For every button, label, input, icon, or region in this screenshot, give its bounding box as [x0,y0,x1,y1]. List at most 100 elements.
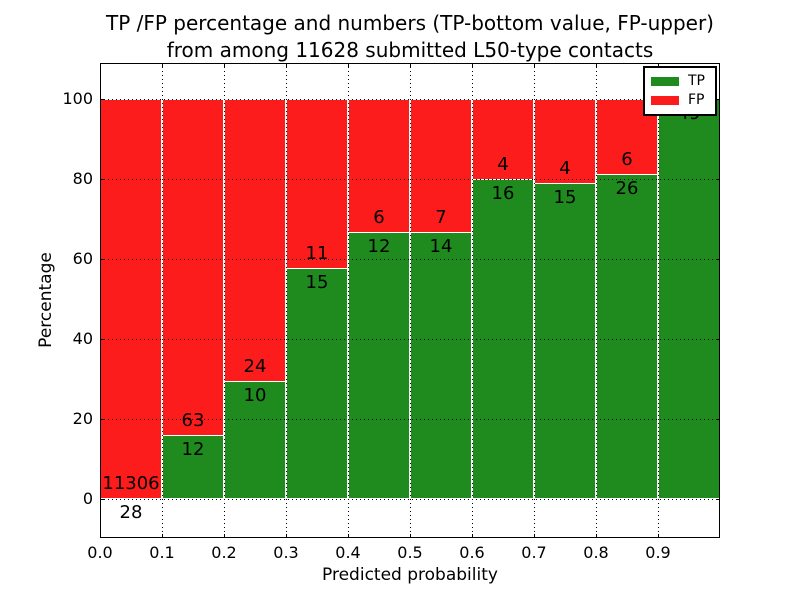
x-axis-title: Predicted probability [322,565,498,585]
x-tickmark [348,534,349,538]
bar-tp-segment [410,232,472,499]
y-tickmark [716,99,720,100]
bar-label-fp: 11306 [102,473,160,494]
x-tickmark [596,63,597,67]
bar-label-tp: 28 [119,502,143,523]
bar-label-fp: 6 [621,149,633,170]
y-tickmark [716,259,720,260]
x-tickmark [472,63,473,67]
bar-label-tp: 16 [491,183,515,204]
bar-label-fp: 24 [243,356,267,378]
legend-label-tp: TP [688,73,705,89]
y-tickmark [716,179,720,180]
x-tickmark [224,63,225,67]
x-tick-label: 0.0 [87,543,113,562]
x-tickmark [286,534,287,538]
y-tick-label: 80 [72,169,93,188]
bar-label-tp: 26 [615,178,639,199]
y-tick-label: 20 [72,409,93,428]
bar-tp-segment [658,99,720,499]
bar-label-fp: 11 [305,243,329,265]
bar-label-tp: 15 [305,272,329,294]
x-tickmark [472,534,473,538]
x-tick-label: 0.6 [459,543,485,562]
x-tickmark [162,63,163,67]
y-tick-label: 100 [62,89,93,108]
bar-tp-segment [534,183,596,499]
x-tickmark [100,63,101,67]
bar-tp-segment [596,174,658,499]
bar-label-tp: 12 [367,236,391,258]
x-tickmark [658,63,659,67]
legend-label-fp: FP [688,92,705,108]
y-tick-label: 60 [72,249,93,268]
y-gridline [100,259,720,260]
x-tick-label: 0.4 [335,543,361,562]
x-gridline [534,63,535,538]
y-tickmark [716,419,720,420]
x-gridline [596,63,597,538]
x-tick-label: 0.1 [149,543,175,562]
bar-label-fp: 6 [373,207,385,229]
y-tickmark [100,499,104,500]
x-tickmark [658,534,659,538]
bar-label-fp: 63 [181,410,205,431]
y-gridline [100,419,720,420]
x-gridline [162,63,163,538]
x-tickmark [534,63,535,67]
y-tick-label: 0 [82,489,93,508]
bar-label-tp: 15 [553,187,577,209]
x-tickmark [348,63,349,67]
x-gridline [224,63,225,538]
x-gridline [658,63,659,538]
y-gridline [100,499,720,500]
x-tick-label: 0.5 [397,543,423,562]
legend-entry-tp: TP [651,72,705,91]
x-tick-label: 0.3 [273,543,299,562]
bar-tp-segment [286,268,348,499]
y-gridline [100,179,720,180]
bar-label-tp: 14 [429,236,453,258]
x-tickmark [410,63,411,67]
y-tickmark [100,259,104,260]
y-tickmark [100,339,104,340]
x-tickmark [534,534,535,538]
x-tick-label: 0.7 [521,543,547,562]
legend-swatch-fp [651,96,679,105]
y-axis-title: Percentage [36,252,56,348]
x-tick-label: 0.9 [645,543,671,562]
x-tickmark [596,534,597,538]
y-tickmark [100,419,104,420]
y-gridline [100,99,720,100]
y-tickmark [100,99,104,100]
chart-title-line1: TP /FP percentage and numbers (TP-bottom… [106,11,714,35]
legend: TP FP [643,66,717,116]
x-tickmark [410,534,411,538]
y-gridline [100,339,720,340]
bar-tp-segment [348,232,410,499]
y-tick-label: 40 [72,329,93,348]
bar-tp-segment [162,435,224,499]
x-tickmark [224,534,225,538]
bar-label-fp: 4 [559,158,571,180]
y-tickmark [716,499,720,500]
x-tickmark [286,63,287,67]
x-gridline [472,63,473,538]
x-gridline [410,63,411,538]
bar-label-tp: 12 [181,439,205,460]
x-gridline [348,63,349,538]
bar-label-fp: 4 [497,154,509,175]
chart-title: TP /FP percentage and numbers (TP-bottom… [100,10,720,64]
plot-area: TP FP 28 11306 12 63 10 24 15 11 12 6 14 7 16 4 15 4 26 6… [100,63,720,538]
y-tickmark [100,179,104,180]
x-tickmark [100,534,101,538]
legend-swatch-tp [651,77,679,86]
bar-label-tp: 10 [243,385,267,407]
x-tickmark [162,534,163,538]
bar-label-fp: 7 [435,207,447,229]
bar-fp-segment [100,99,162,499]
legend-entry-fp: FP [651,91,705,110]
chart-title-line2: from among 11628 submitted L50-type cont… [166,38,654,62]
bar-fp-segment [162,99,224,499]
